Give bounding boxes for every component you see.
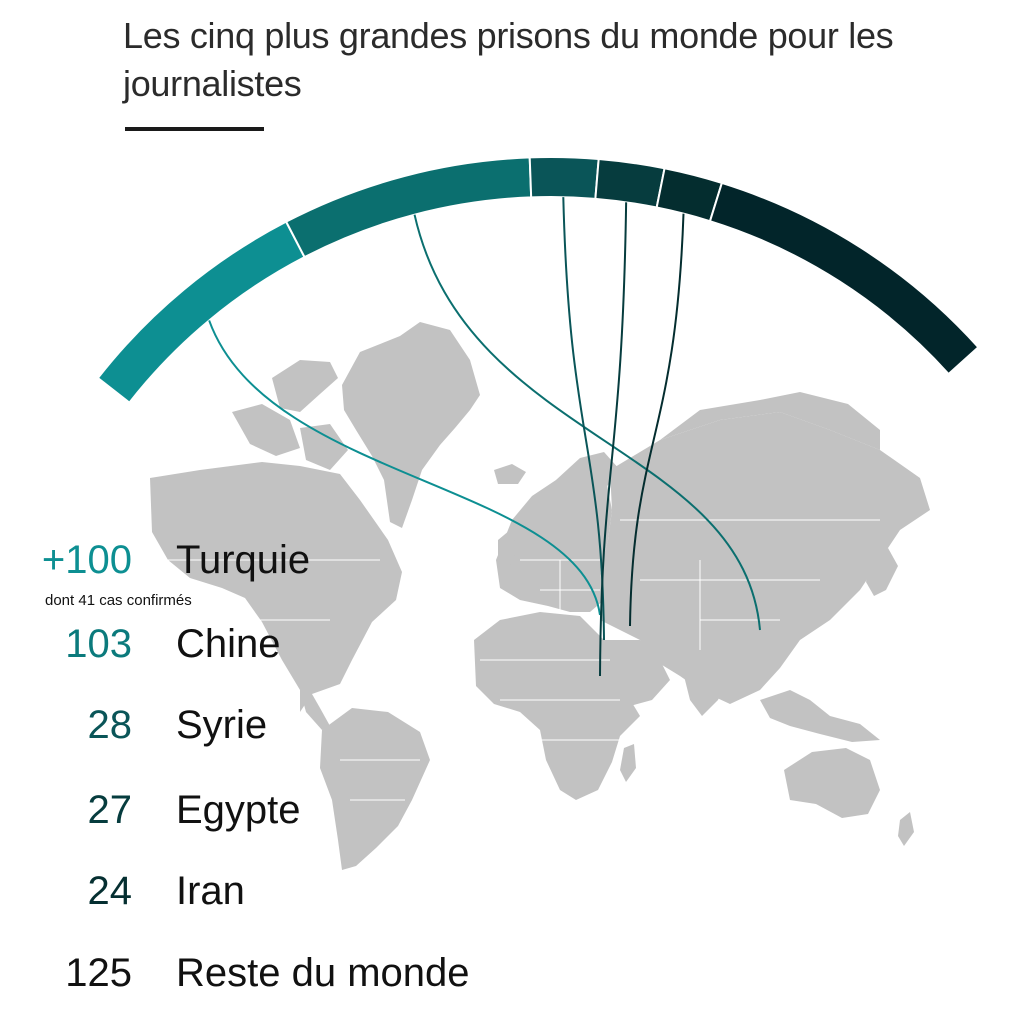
map-iceland (494, 464, 526, 484)
chart-title: Les cinq plus grandes prisons du monde p… (123, 15, 894, 104)
map-arctic-islands (232, 360, 348, 470)
map-india (680, 654, 730, 716)
connection-curve-syrie (562, 197, 605, 641)
arc-segment-chine (284, 156, 533, 259)
arc-bars (96, 156, 980, 405)
map-australia (784, 748, 880, 818)
title-rule (125, 127, 264, 131)
legend-value: 28 (87, 703, 133, 747)
legend-value: 24 (87, 869, 133, 913)
arc-segment-egypte (594, 157, 666, 209)
map-greenland (342, 322, 480, 528)
map-central-america (300, 690, 330, 730)
legend-label: Turquie (176, 538, 311, 582)
legend-label: Reste du monde (176, 951, 470, 995)
map-southeast-asia (760, 690, 880, 742)
arc-segment-turquie (96, 220, 306, 405)
map-madagascar (620, 744, 636, 782)
map-south-america (320, 708, 430, 870)
map-russia-north (660, 392, 880, 450)
arc-segment-reste-du-monde (708, 181, 980, 376)
legend-value: 103 (65, 622, 132, 666)
legend-value: 27 (87, 788, 133, 832)
connection-curve-egypte (599, 202, 628, 677)
legend-label: Syrie (176, 703, 268, 747)
map-scandinavia (556, 452, 620, 500)
map-new-zealand (898, 812, 914, 846)
connection-curve-iran (629, 213, 685, 627)
map-japan (866, 548, 898, 596)
arc-segment-syrie (528, 156, 600, 200)
map-africa (474, 612, 640, 800)
annotation-note: dont 41 cas confirmés (45, 592, 192, 609)
map-asia (600, 412, 930, 704)
map-north-america (150, 462, 402, 712)
map-uk (498, 530, 518, 566)
world-map (150, 322, 930, 870)
legend-label: Iran (176, 869, 245, 913)
legend-label: Chine (176, 622, 281, 666)
map-borders (162, 519, 880, 801)
connection-curves (208, 197, 761, 677)
legend-label: Egypte (176, 788, 301, 832)
connection-curve-chine (413, 214, 761, 631)
connection-curve-turquie (208, 320, 601, 616)
legend-value: 125 (65, 951, 132, 995)
legend-value: +100 (41, 538, 132, 582)
